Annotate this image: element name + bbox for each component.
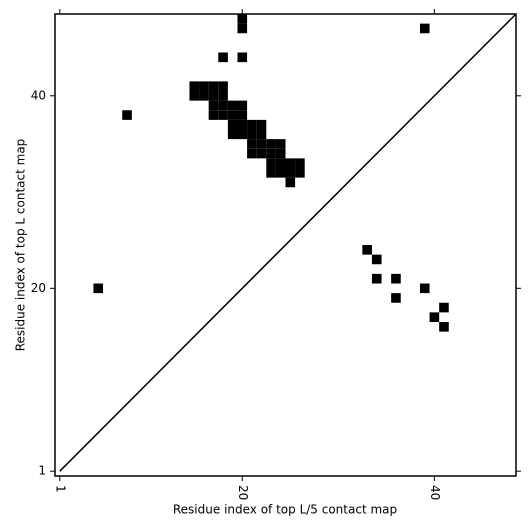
plot-frame [54,13,517,477]
x-tick-label: 40 [428,485,442,500]
contact-point [247,139,257,149]
contact-point [285,177,296,188]
contact-point [391,293,401,303]
contact-point [189,81,200,91]
contact-point [275,158,286,168]
contact-point [218,110,228,120]
contact-point [285,158,296,168]
contact-point [199,91,209,101]
contact-point [419,283,430,294]
contact-point [237,129,248,140]
y-tick-label: 20 [31,281,46,295]
contact-point [218,100,228,111]
contact-point [391,273,401,284]
y-axis-label: Residue index of top L contact map [14,139,28,352]
contact-point [227,110,238,120]
contact-point [237,23,248,34]
contact-point [227,119,238,130]
contact-point [199,81,209,91]
y-tick-label: 40 [31,88,46,102]
contact-point [208,110,219,120]
contact-point [208,91,219,101]
x-tick-label: 20 [236,485,250,500]
contact-point [256,129,267,140]
contact-point [189,91,200,101]
contact-point [266,168,276,178]
contact-point [93,283,104,294]
contact-point [237,100,248,111]
contact-point [256,139,267,149]
contact-point [218,52,228,63]
contact-point [227,129,238,140]
contact-point [439,302,449,313]
contact-point [208,100,219,111]
contact-point [295,158,305,168]
contact-point [266,148,276,159]
x-tick-label: 1 [53,485,67,493]
contact-point [237,52,248,63]
contact-point [247,119,257,130]
contact-point [275,139,286,149]
contact-point [295,168,305,178]
contact-point [227,100,238,111]
diagonal-line [59,13,517,472]
contact-point [122,110,132,120]
contact-point [237,110,248,120]
contact-point [371,254,382,265]
contact-point [208,81,219,91]
contact-point [419,23,430,34]
contact-point [429,312,440,322]
contact-point [247,129,257,140]
contact-point [247,148,257,159]
contact-point [256,119,267,130]
contact-point [237,119,248,130]
contact-point [266,158,276,168]
contact-point [285,168,296,178]
contact-point [275,148,286,159]
contact-point [266,139,276,149]
contact-point [362,245,372,255]
y-tick-label: 1 [38,464,46,478]
x-axis-label: Residue index of top L/5 contact map [173,503,397,517]
contact-point [275,168,286,178]
contact-point [237,14,248,24]
contact-point [218,81,228,91]
contact-point [256,148,267,159]
contact-point [218,91,228,101]
contact-point [439,322,449,332]
contact-point [371,273,382,284]
